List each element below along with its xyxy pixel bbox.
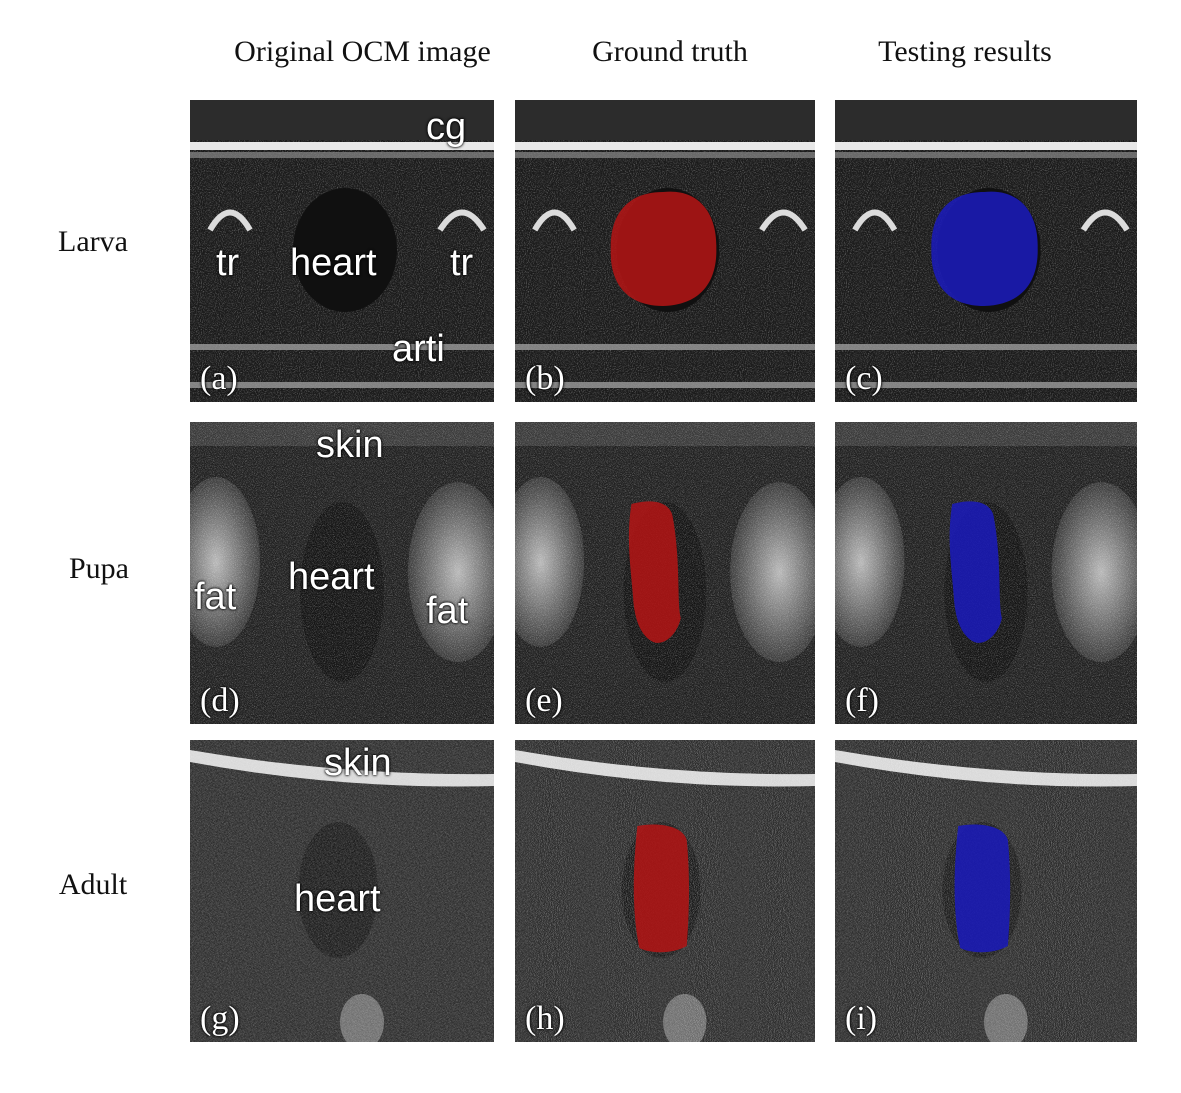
column-header-ground-truth: Ground truth	[592, 35, 748, 68]
label-tr-right: tr	[450, 242, 474, 284]
ground-truth-mask	[633, 824, 689, 953]
row-header-larva: Larva	[58, 225, 128, 258]
column-header-original: Original OCM image	[234, 35, 491, 68]
panel-b: (b)	[515, 100, 815, 402]
predicted-mask	[931, 191, 1038, 306]
panel-d: skin fat heart fat (d)	[190, 422, 494, 724]
label-heart: heart	[294, 878, 381, 920]
panel-letter-h: (h)	[525, 1000, 565, 1037]
label-tr-left: tr	[216, 242, 240, 284]
label-fat-right: fat	[426, 590, 469, 632]
label-cg: cg	[426, 106, 467, 148]
panel-letter-c: (c)	[845, 360, 883, 397]
ocm-image	[835, 100, 1137, 402]
predicted-mask	[954, 824, 1011, 953]
ground-truth-mask	[610, 191, 717, 306]
panel-letter-e: (e)	[525, 682, 563, 719]
label-arti: arti	[392, 328, 445, 370]
row-header-adult: Adult	[58, 868, 128, 901]
panel-letter-a: (a)	[200, 360, 238, 397]
panel-letter-f: (f)	[845, 682, 879, 719]
panel-c: (c)	[835, 100, 1137, 402]
ocm-image	[515, 422, 815, 724]
label-skin: skin	[316, 424, 384, 466]
label-heart: heart	[288, 556, 375, 598]
column-header-testing-results: Testing results	[878, 35, 1052, 68]
panel-g: skin heart (g)	[190, 740, 494, 1042]
ocm-image	[835, 422, 1137, 724]
panel-letter-i: (i)	[845, 1000, 878, 1037]
ocm-image	[190, 740, 494, 1042]
panel-letter-b: (b)	[525, 360, 565, 397]
ocm-image	[515, 100, 815, 402]
label-heart: heart	[290, 242, 377, 284]
ocm-image	[190, 100, 494, 402]
panel-h: (h)	[515, 740, 815, 1042]
label-skin: skin	[324, 742, 392, 784]
panel-i: (i)	[835, 740, 1137, 1042]
ground-truth-mask	[628, 501, 681, 643]
panel-a: cg tr heart tr arti (a)	[190, 100, 494, 402]
predicted-mask	[949, 501, 1002, 643]
panel-letter-d: (d)	[200, 682, 240, 719]
ocm-image	[190, 422, 494, 724]
row-header-pupa: Pupa	[69, 552, 129, 585]
panel-f: (f)	[835, 422, 1137, 724]
panel-e: (e)	[515, 422, 815, 724]
ocm-image	[515, 740, 815, 1042]
panel-letter-g: (g)	[200, 1000, 240, 1037]
ocm-image	[835, 740, 1137, 1042]
label-fat-left: fat	[194, 576, 237, 618]
